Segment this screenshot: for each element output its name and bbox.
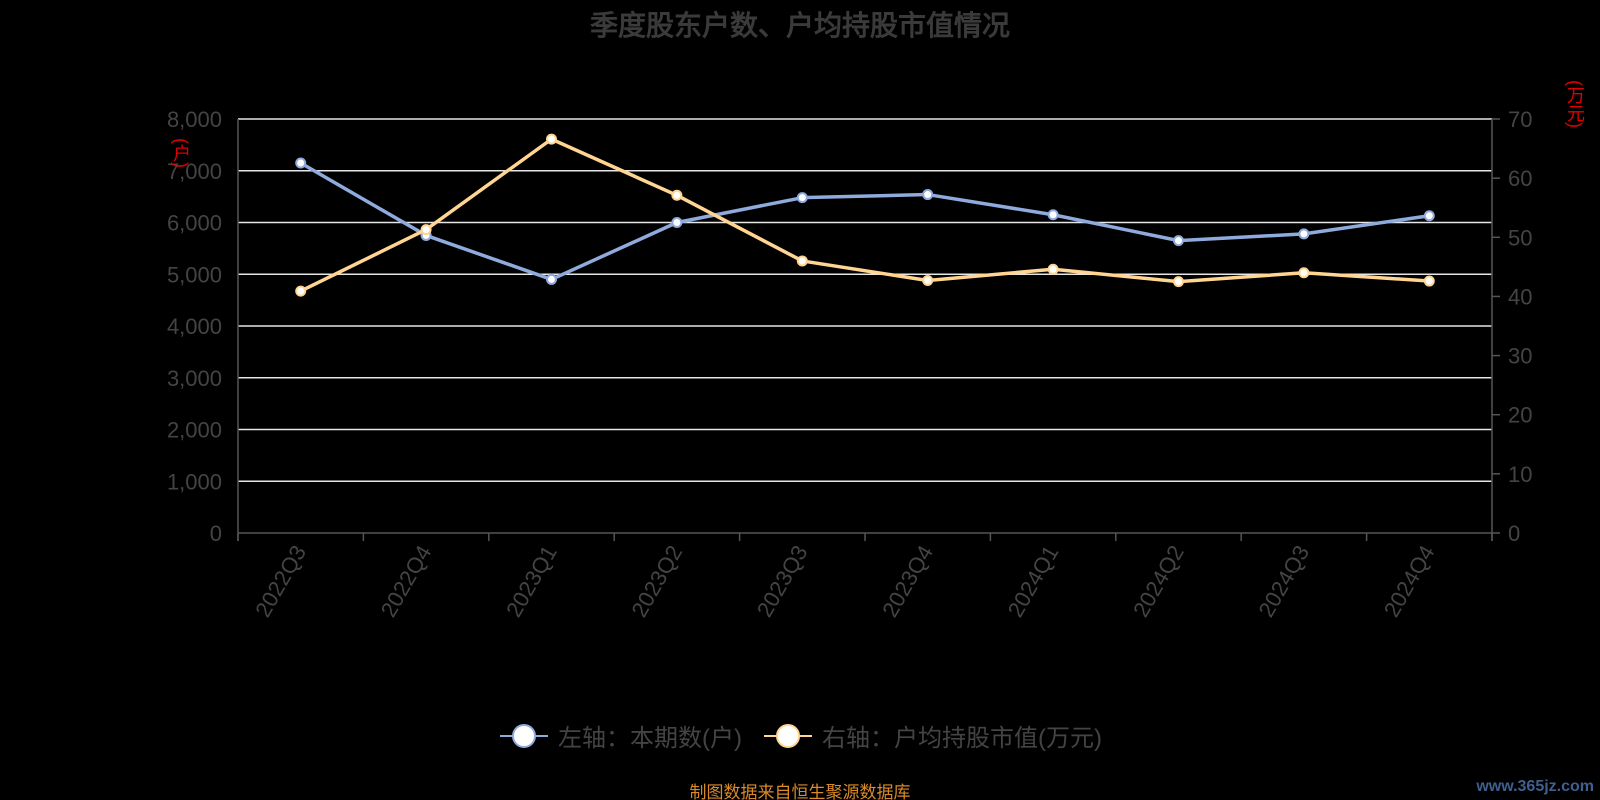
data-point-1: [1173, 276, 1184, 288]
left-axis-unit: (户): [171, 138, 191, 168]
left-axis-tick-label: 4,000: [167, 314, 222, 339]
x-axis-tick-label: 2024Q3: [1253, 541, 1314, 621]
x-axis-tick-label: 2023Q4: [877, 541, 938, 621]
data-point-0: [1173, 235, 1184, 247]
legend-item-avg-value[interactable]: 右轴：户均持股市值(万元): [762, 718, 1102, 753]
watermark: www.365jz.com: [1476, 778, 1594, 795]
left-axis-tick-label: 7,000: [167, 159, 222, 184]
series-line-1: [299, 137, 1430, 293]
data-point-0: [1298, 228, 1310, 240]
data-point-0: [546, 273, 557, 285]
x-axis-tick-label: 2024Q1: [1003, 541, 1064, 621]
source-footer: 制图数据来自恒生聚源数据库: [689, 783, 911, 800]
x-axis-tick-label: 2022Q3: [250, 541, 311, 621]
data-point-1: [922, 274, 934, 286]
left-axis-tick-label: 1,000: [167, 469, 222, 494]
right-axis-tick-label: 60: [1508, 166, 1532, 191]
data-point-1: [796, 255, 808, 267]
left-axis-tick-label: 5,000: [167, 262, 222, 287]
data-point-0: [671, 217, 683, 228]
legend-item-households[interactable]: 左轴：本期数(户): [498, 718, 742, 753]
data-point-0: [295, 157, 307, 169]
legend-marker-households-icon: [500, 723, 549, 748]
right-axis-tick-label: 0: [1508, 521, 1520, 546]
left-axis-tick-label: 3,000: [167, 366, 222, 391]
x-axis-tick-label: 2024Q2: [1128, 541, 1189, 621]
right-axis-tick-label: 40: [1508, 284, 1532, 309]
data-point-0: [1423, 210, 1435, 222]
right-axis-unit: (万元): [1565, 80, 1585, 128]
legend-label-households: 左轴：本期数(户): [558, 725, 742, 752]
left-axis-tick-label: 0: [210, 521, 222, 546]
x-axis-tick-label: 2023Q3: [752, 541, 813, 621]
data-point-1: [1298, 267, 1310, 279]
right-axis-tick-label: 70: [1508, 107, 1532, 132]
left-axis-tick-label: 8,000: [167, 107, 222, 132]
data-point-0: [922, 189, 934, 201]
right-axis-tick-label: 20: [1508, 403, 1532, 428]
right-axis-tick-label: 10: [1508, 462, 1532, 487]
data-point-1: [546, 133, 557, 145]
left-axis-tick-label: 2,000: [167, 418, 222, 443]
legend-marker-avg-value-icon: [764, 723, 812, 748]
data-point-1: [295, 285, 307, 297]
x-axis-tick-label: 2024Q4: [1379, 541, 1440, 621]
data-point-1: [1423, 275, 1435, 287]
legend-label-avg-value: 右轴：户均持股市值(万元): [822, 725, 1102, 752]
x-axis-tick-label: 2023Q1: [501, 541, 562, 621]
chart-title: 季度股东户数、户均持股市值情况: [589, 10, 1010, 41]
x-axis-tick-label: 2022Q4: [376, 541, 437, 621]
data-point-0: [1047, 209, 1059, 221]
x-axis-tick-label: 2023Q2: [626, 541, 687, 621]
left-axis-tick-label: 6,000: [167, 211, 222, 236]
data-point-1: [420, 224, 432, 236]
data-point-1: [1047, 263, 1059, 275]
data-point-0: [796, 192, 808, 204]
data-point-1: [671, 189, 683, 201]
legend: 左轴：本期数(户) 右轴：户均持股市值(万元): [0, 718, 1600, 753]
right-axis-tick-label: 50: [1508, 225, 1532, 250]
series-line-0: [299, 161, 1430, 282]
chart-plot: 0 1,000 2,000 3,000 4,000 5,000 6,000 7,000 8,00…: [167, 107, 1533, 621]
right-axis-tick-label: 30: [1508, 344, 1532, 369]
